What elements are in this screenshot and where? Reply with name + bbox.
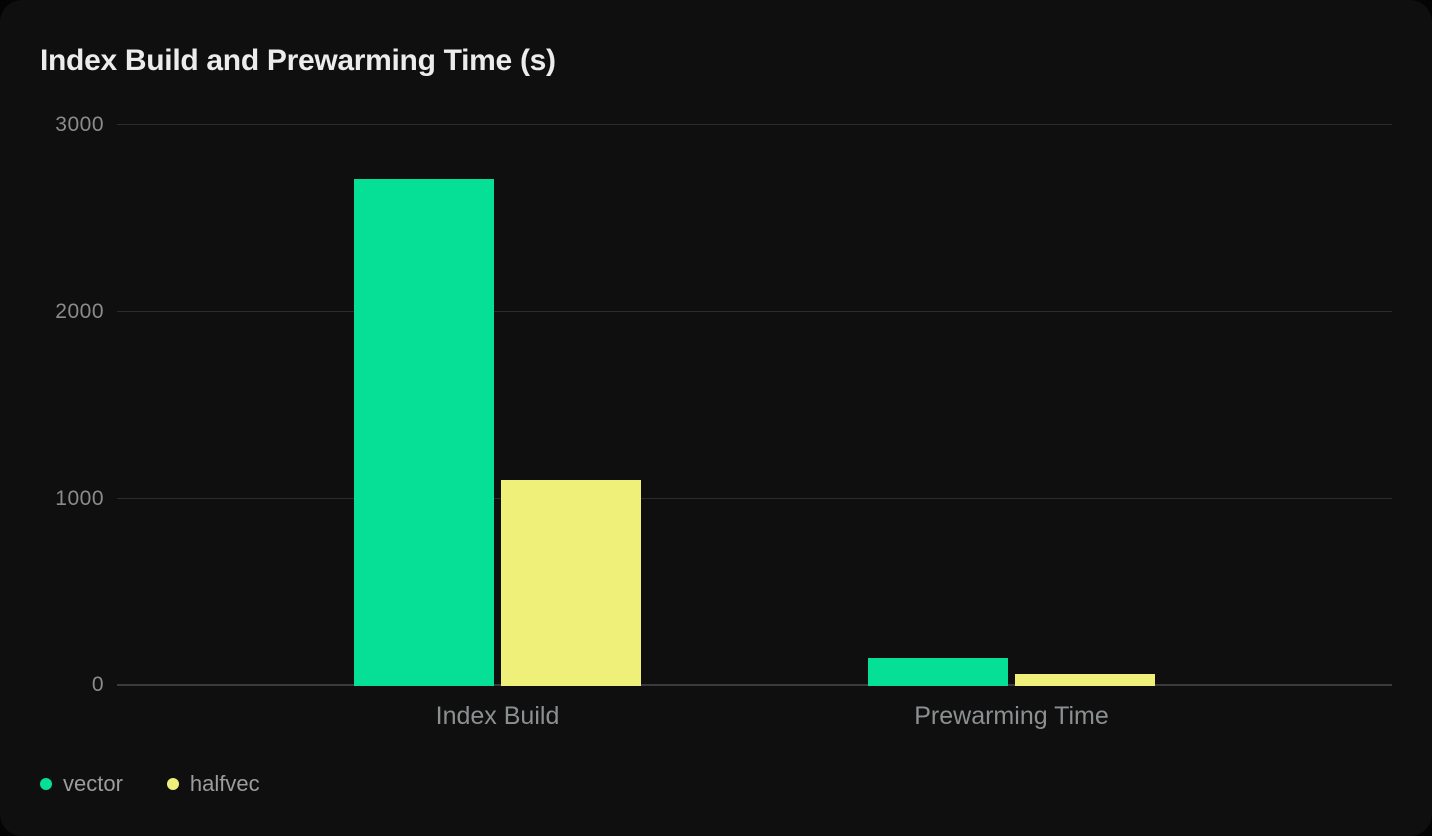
y-tick-label: 3000 bbox=[55, 112, 104, 136]
bar-vector-index-build[interactable] bbox=[354, 179, 494, 686]
y-tick-label: 2000 bbox=[55, 299, 104, 323]
y-tick-label: 0 bbox=[91, 673, 104, 696]
x-category-label-prewarming-time: Prewarming Time bbox=[914, 702, 1109, 730]
gridline: 2000 bbox=[55, 300, 1392, 323]
bar-halfvec-prewarming-time[interactable] bbox=[1015, 673, 1155, 686]
legend-item-halfvec[interactable]: halfvec bbox=[166, 771, 260, 797]
y-tick-label: 1000 bbox=[55, 486, 104, 510]
legend-item-label: halfvec bbox=[189, 771, 260, 796]
x-category-label-index-build: Index Build bbox=[435, 702, 560, 730]
bar-halfvec-index-build[interactable] bbox=[501, 480, 641, 686]
legend: vector halfvec bbox=[40, 771, 260, 797]
bar-vector-prewarming-time[interactable] bbox=[868, 657, 1008, 686]
plot-area: 0 1000 2000 3000 Index Build Prewarming Time bbox=[55, 113, 1392, 730]
legend-dot-icon bbox=[166, 778, 179, 790]
gridline: 1000 bbox=[55, 487, 1392, 510]
legend-dot-icon bbox=[40, 778, 52, 790]
gridline: 3000 bbox=[55, 113, 1392, 136]
x-axis-baseline: 0 bbox=[92, 673, 1392, 696]
chart-title: Index Build and Prewarming Time (s) bbox=[40, 44, 556, 77]
legend-item-label: vector bbox=[63, 771, 123, 796]
legend-item-vector[interactable]: vector bbox=[40, 771, 123, 797]
